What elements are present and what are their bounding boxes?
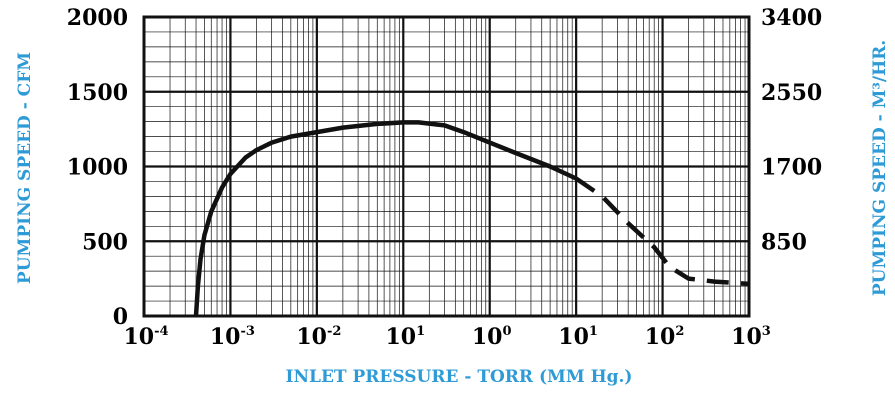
y-tick-label-left: 1500	[67, 80, 128, 106]
x-tick-label: 10-2	[296, 324, 341, 350]
curve-solid-segment	[193, 120, 578, 317]
curve-layer	[193, 120, 750, 317]
y-tick-label-right: 1700	[761, 155, 822, 181]
x-tick-label: 103	[731, 324, 771, 350]
x-axis-title: INLET PRESSURE - TORR (MM Hg.)	[286, 367, 633, 387]
y-axis-title-right: PUMPING SPEED - M³/HR.	[870, 40, 890, 296]
x-tick-label: 102	[645, 324, 685, 350]
x-tick-label: 101	[385, 324, 425, 350]
y-tick-label-left: 2000	[67, 5, 128, 31]
y-tick-label-right: 2550	[761, 80, 822, 106]
y-tick-label-right: 850	[761, 229, 807, 255]
y-axis-title-left: PUMPING SPEED - CFM	[15, 52, 35, 284]
y-tick-label-left: 0	[113, 304, 128, 330]
curve-dashed-segment	[574, 176, 750, 287]
x-tick-label: 100	[472, 324, 512, 350]
x-tick-label: 10-3	[210, 324, 255, 350]
x-tick-label: 101	[558, 324, 598, 350]
x-tick-label: 10-4	[123, 324, 168, 350]
major-gridlines	[144, 17, 749, 316]
plot-frame	[142, 15, 751, 318]
y-tick-label-left: 500	[82, 229, 128, 255]
y-tick-label-right: 3400	[761, 5, 822, 31]
y-tick-label-left: 1000	[67, 155, 128, 181]
tick-labels: 0 500 1000 1500 2000 3400 2550 1700 850 10-4 10-3 1…	[67, 5, 822, 350]
